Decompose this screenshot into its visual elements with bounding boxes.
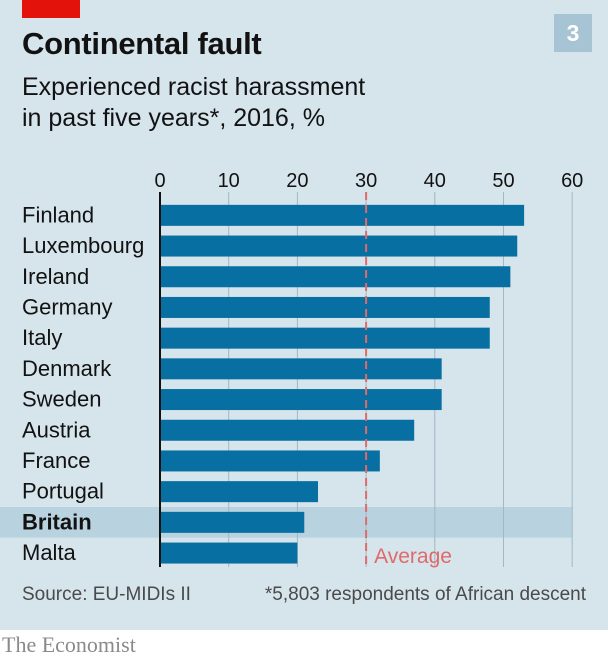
x-tick-label: 40 <box>424 170 446 192</box>
bar-chart: 0 10 20 30 40 50 60 Finland Luxembourg Ireland Ger… <box>0 170 583 568</box>
bar-luxembourg <box>160 235 518 257</box>
chart-number-badge: 3 <box>554 14 592 52</box>
chart-subtitle: Experienced racist harassment in past fi… <box>22 72 502 134</box>
category-label: Finland <box>22 202 94 227</box>
category-label: Sweden <box>22 387 102 412</box>
bar-france <box>160 450 380 472</box>
footnote: *5,803 respondents of African descent <box>264 584 586 605</box>
bar-austria <box>160 419 415 441</box>
category-label: Italy <box>22 325 62 350</box>
category-label: Malta <box>22 540 77 565</box>
x-tick-label: 50 <box>492 170 514 192</box>
chart-title: Continental fault <box>22 26 262 61</box>
x-tick-label: 10 <box>218 170 240 192</box>
bar-malta <box>160 542 298 564</box>
bar-britain <box>160 511 305 533</box>
category-label: Portugal <box>22 479 104 504</box>
average-label: Average <box>374 545 452 568</box>
category-label: Austria <box>22 417 91 442</box>
bar-italy <box>160 327 490 349</box>
category-label: Luxembourg <box>22 233 144 258</box>
economist-wordmark: The Economist <box>2 632 136 657</box>
chart-panel: Continental fault Experienced racist har… <box>0 0 608 630</box>
bar-portugal <box>160 481 319 503</box>
bar-finland <box>160 204 525 226</box>
x-tick-label: 30 <box>355 170 377 192</box>
category-label: Britain <box>22 509 92 534</box>
category-label: Denmark <box>22 356 112 381</box>
category-label: Germany <box>22 294 112 319</box>
category-label: France <box>22 448 90 473</box>
subtitle-line-1: Experienced racist harassment <box>22 73 366 101</box>
brand-red-tag <box>22 0 80 18</box>
x-tick-label: 60 <box>561 170 583 192</box>
x-tick-label: 20 <box>286 170 308 192</box>
bar-germany <box>160 296 490 318</box>
source-note: Source: EU-MIDIs II <box>22 584 191 605</box>
category-label: Ireland <box>22 264 89 289</box>
bar-sweden <box>160 389 442 411</box>
x-tick-label: 0 <box>154 170 165 192</box>
subtitle-line-2: in past five years*, 2016, % <box>22 104 325 132</box>
bar-denmark <box>160 358 442 380</box>
bar-ireland <box>160 266 511 288</box>
